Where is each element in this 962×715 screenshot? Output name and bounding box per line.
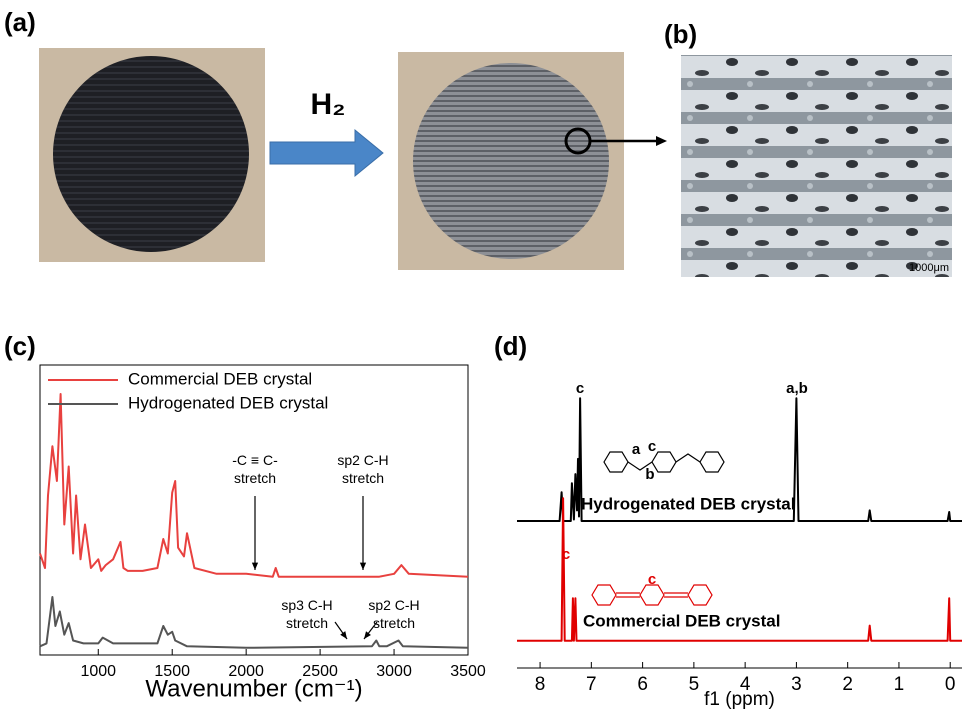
annotation-line: stretch [342, 470, 384, 486]
annotation: sp2 C-H stretch [368, 597, 419, 631]
molecule-hydrogenated [604, 452, 724, 472]
x-tick-label: 6 [637, 674, 648, 695]
annotation-arrow-head [340, 631, 347, 639]
annotation-arrow-head [252, 563, 258, 570]
annotation: c [648, 438, 656, 455]
spectrum-label: Commercial DEB crystal [583, 611, 780, 630]
annotation-line: sp3 C-H [281, 597, 332, 613]
x-axis-label: Wavenumber (cm⁻¹) [145, 675, 362, 702]
annotation-line: stretch [286, 615, 328, 631]
annotation: -C ≡ C-stretch [232, 452, 278, 486]
annotation-arrow-head [364, 631, 371, 639]
x-tick-label: 1 [894, 674, 905, 695]
x-axis-label: f1 (ppm) [704, 689, 775, 710]
legend-label: Hydrogenated DEB crystal [128, 393, 328, 412]
disk-after [413, 63, 609, 259]
annotation-line: stretch [373, 615, 415, 631]
annotation-line: sp2 C-H [368, 597, 419, 613]
x-tick-label: 7 [586, 674, 597, 695]
annotation: c [648, 571, 656, 588]
reaction-label: H₂ [311, 88, 346, 121]
annotation: a [632, 441, 641, 458]
annotation: c [562, 546, 570, 563]
x-tick-label: 3500 [450, 663, 486, 680]
figure: (a) H₂ (b) 1000μm (c) (d) 10001500200025… [0, 0, 962, 715]
annotation-line: stretch [234, 470, 276, 486]
panel-label: (d) [494, 331, 527, 361]
molecule-commercial [592, 585, 712, 605]
annotation: sp3 C-H stretch [281, 597, 332, 631]
disk-before [53, 56, 249, 252]
x-tick-label: 1000 [80, 663, 116, 680]
x-tick-label: 3 [791, 674, 802, 695]
panel-label: (c) [4, 331, 36, 361]
x-tick-label: 8 [535, 674, 546, 695]
zoom-arrow-head [656, 136, 667, 146]
annotation-line: -C ≡ C- [232, 452, 278, 468]
legend-label: Commercial DEB crystal [128, 369, 312, 388]
x-tick-label: 3000 [376, 663, 412, 680]
annotation-arrow-head [360, 563, 366, 570]
scale-bar-label: 1000μm [909, 262, 949, 274]
annotation: b [645, 466, 654, 483]
annotation: sp2 C-H stretch [337, 452, 388, 486]
reaction-arrow [270, 130, 383, 176]
panel-label: (a) [4, 7, 36, 37]
panel-label: (b) [664, 19, 697, 49]
x-tick-label: 2 [842, 674, 853, 695]
spectrum-label: Hydrogenated DEB crystal [581, 494, 795, 513]
annotation: c [576, 380, 584, 397]
annotation-line: sp2 C-H [337, 452, 388, 468]
x-tick-label: 0 [945, 674, 956, 695]
sem-image [681, 55, 952, 277]
x-tick-label: 5 [689, 674, 700, 695]
annotation: a,b [786, 380, 808, 397]
